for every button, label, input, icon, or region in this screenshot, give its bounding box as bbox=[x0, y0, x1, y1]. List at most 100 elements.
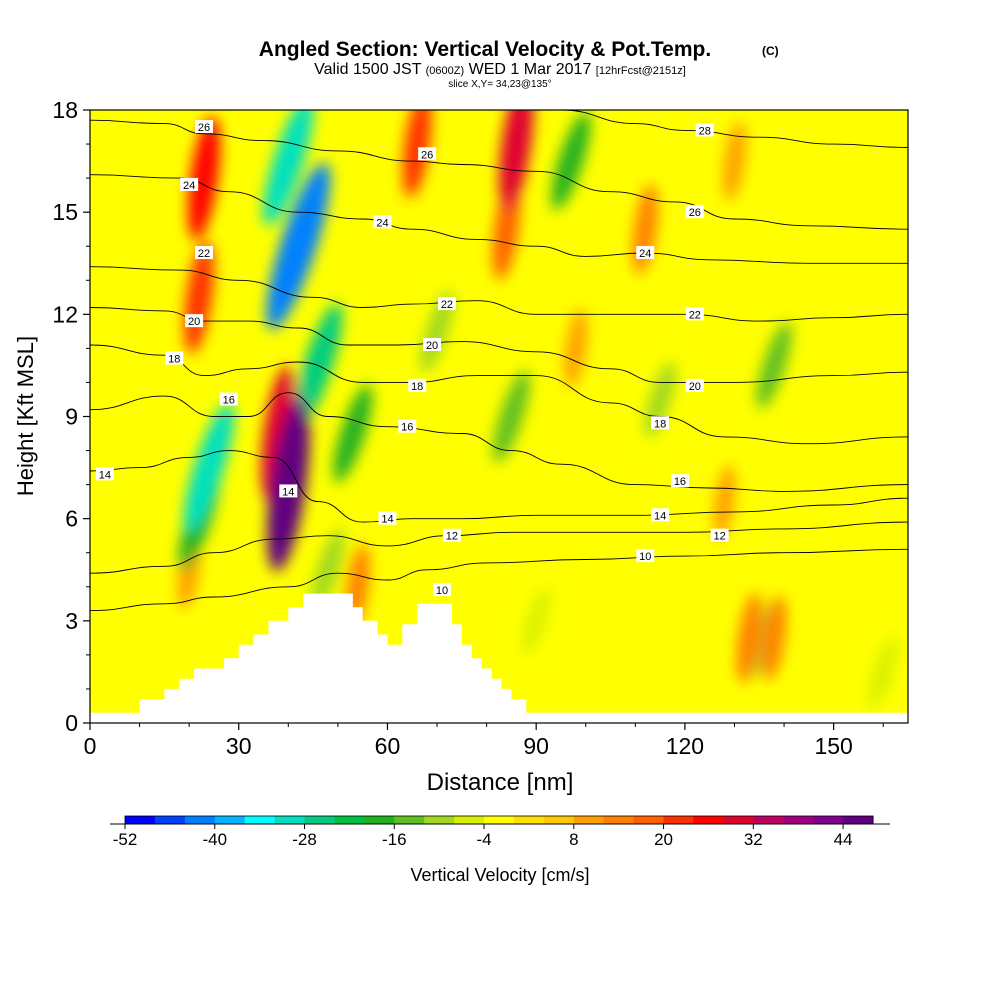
colorbar-swatch bbox=[274, 816, 306, 824]
colorbar-tick-label: -40 bbox=[202, 830, 227, 849]
x-tick-label: 60 bbox=[375, 733, 401, 759]
downdraft-cell-15 bbox=[492, 370, 530, 463]
colorbar-label: Vertical Velocity [cm/s] bbox=[410, 865, 589, 885]
contour-label-text: 10 bbox=[436, 585, 448, 597]
colorbar-swatch bbox=[364, 816, 395, 824]
x-tick-label: 120 bbox=[666, 733, 704, 759]
colorbar-tick-label: 44 bbox=[834, 830, 853, 849]
valid-time-line: Valid 1500 JST (0600Z) WED 1 Mar 2017 [1… bbox=[314, 61, 686, 78]
contour-label-23: 12 bbox=[442, 528, 461, 543]
contour-label-26: 10 bbox=[432, 583, 451, 597]
updraft-cell-13 bbox=[736, 592, 763, 684]
valid-prefix: Valid 1500 JST bbox=[314, 61, 422, 78]
colorbar-tick-label: -4 bbox=[476, 830, 491, 849]
contour-label-text: 14 bbox=[381, 514, 393, 526]
downdraft-cell-27 bbox=[183, 402, 235, 533]
colorbar-swatch bbox=[184, 816, 216, 824]
colorbar-swatch bbox=[843, 816, 874, 824]
colorbar-swatch bbox=[723, 816, 754, 824]
contour-label-3: 24 bbox=[180, 177, 199, 192]
contour-label-19: 14 bbox=[279, 484, 298, 498]
y-axis-label: Height [Kft MSL] bbox=[13, 336, 38, 496]
contour-label-text: 14 bbox=[99, 469, 111, 481]
theta-contour-18 bbox=[90, 344, 908, 445]
contour-label-8: 22 bbox=[437, 297, 456, 311]
theta-contour-28 bbox=[560, 110, 908, 148]
contour-label-7: 24 bbox=[636, 246, 655, 260]
downdraft-cell-17 bbox=[333, 384, 373, 483]
x-tick-label: 30 bbox=[226, 733, 252, 759]
theta-contour-10 bbox=[90, 548, 908, 612]
contour-label-15: 16 bbox=[219, 392, 238, 406]
contour-label-text: 26 bbox=[421, 149, 433, 161]
colorbar-swatch bbox=[513, 816, 545, 824]
contour-label-10: 20 bbox=[185, 314, 204, 328]
contour-label-20: 16 bbox=[670, 474, 689, 488]
colorbar-swatch bbox=[125, 816, 156, 824]
theta-contour-12 bbox=[90, 521, 908, 574]
contour-label-text: 24 bbox=[376, 217, 388, 229]
y-tick-label: 9 bbox=[65, 404, 78, 430]
colorbar-swatch bbox=[454, 816, 485, 824]
forecast-info: [12hrFcst@2151z] bbox=[596, 65, 686, 77]
colorbar-swatch bbox=[244, 816, 276, 824]
downdraft-cell-11 bbox=[311, 528, 345, 611]
colorbar-tick-label: 8 bbox=[569, 830, 578, 849]
y-tick-label: 3 bbox=[65, 608, 78, 634]
downdraft-cell-14 bbox=[756, 321, 792, 409]
contour-label-text: 12 bbox=[446, 531, 458, 543]
contour-label-text: 18 bbox=[411, 381, 423, 393]
contour-label-9: 22 bbox=[685, 307, 704, 321]
theta-contour-26 bbox=[90, 119, 908, 230]
contour-label-text: 22 bbox=[689, 309, 701, 321]
contour-label-24: 12 bbox=[710, 528, 729, 543]
updraft-cell-5 bbox=[564, 308, 588, 389]
contour-label-11: 20 bbox=[423, 337, 442, 352]
contour-label-5: 26 bbox=[685, 205, 704, 219]
colorbar-swatch bbox=[394, 816, 425, 824]
colorbar-swatch bbox=[424, 816, 455, 824]
x-tick-label: 150 bbox=[814, 733, 852, 759]
chart-title: Angled Section: Vertical Velocity & Pot.… bbox=[259, 38, 711, 61]
valid-date: WED 1 Mar 2017 bbox=[469, 61, 592, 78]
colorbar-swatch bbox=[304, 816, 335, 824]
colorbar-swatch bbox=[603, 816, 635, 824]
contour-label-22: 14 bbox=[651, 508, 670, 522]
colorbar-tick-label: 20 bbox=[654, 830, 673, 849]
colorbar-swatch bbox=[663, 816, 694, 824]
contour-label-21: 14 bbox=[378, 511, 397, 526]
colorbar-swatch bbox=[543, 816, 575, 824]
contour-label-17: 18 bbox=[651, 416, 670, 430]
valid-zulu: (0600Z) bbox=[426, 65, 465, 77]
contour-label-text: 14 bbox=[282, 486, 294, 498]
updraft-cell-8 bbox=[762, 595, 787, 681]
contour-label-12: 18 bbox=[165, 351, 184, 366]
contour-label-text: 20 bbox=[426, 340, 438, 352]
downdraft-cell-26 bbox=[263, 110, 314, 226]
colorbar-swatch bbox=[334, 816, 365, 824]
colorbar-tick-label: 32 bbox=[744, 830, 763, 849]
colorbar-tick-label: -28 bbox=[292, 830, 317, 849]
contour-label-text: 24 bbox=[639, 248, 651, 260]
updraft-cell-22 bbox=[187, 116, 221, 240]
colorbar-tick-label: -52 bbox=[113, 830, 138, 849]
chart-title-suffix: (C) bbox=[762, 44, 779, 58]
updraft-cell-1 bbox=[713, 464, 736, 539]
downdraft-cell-29 bbox=[266, 162, 331, 330]
contour-label-text: 16 bbox=[674, 476, 686, 488]
colorbar-tick-label: -16 bbox=[382, 830, 407, 849]
contour-label-25: 10 bbox=[636, 549, 655, 563]
contour-label-text: 10 bbox=[639, 551, 651, 563]
y-tick-label: 12 bbox=[52, 301, 78, 327]
contour-label-text: 22 bbox=[198, 248, 210, 260]
y-tick-label: 6 bbox=[65, 506, 78, 532]
theta-contour-14 bbox=[90, 450, 908, 523]
downdraft-cell-0 bbox=[522, 587, 551, 654]
potential-temperature-contours bbox=[90, 110, 908, 612]
colorbar-swatch bbox=[783, 816, 814, 824]
x-tick-label: 90 bbox=[523, 733, 549, 759]
y-tick-label: 18 bbox=[52, 97, 78, 123]
y-axis: 0 3 6 9 12 15 18 bbox=[52, 97, 90, 736]
theta-contour-22 bbox=[90, 266, 908, 322]
